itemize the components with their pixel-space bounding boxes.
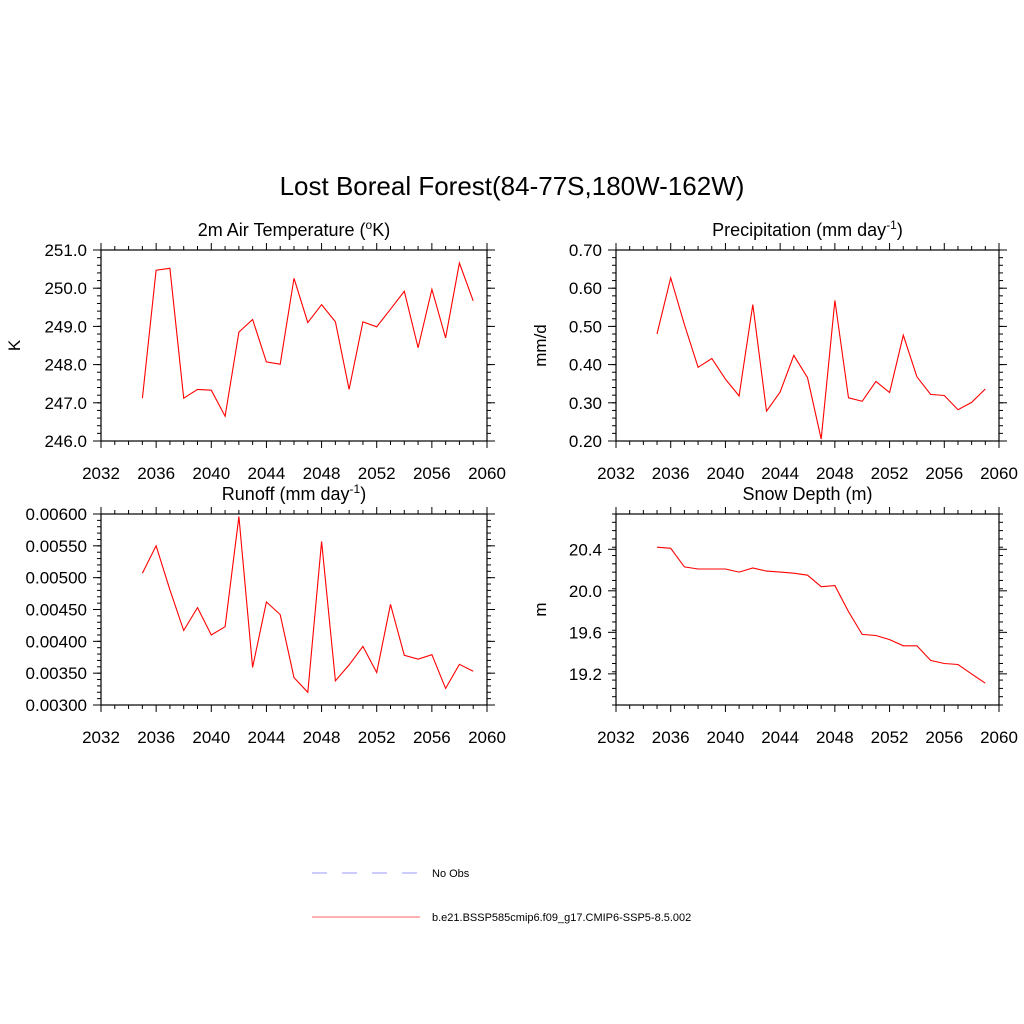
x-tick-label: 2052: [871, 464, 909, 483]
series-line: [656, 275, 986, 440]
x-tick-label: 2032: [82, 464, 120, 483]
series-line: [656, 546, 986, 684]
x-tick-label: 2036: [652, 464, 690, 483]
y-tick-label: 250.0: [44, 279, 87, 298]
y-axis-label: m: [531, 602, 550, 616]
legend-entry-obs: No Obs: [312, 868, 470, 880]
x-tick-label: 2052: [358, 728, 396, 747]
series-line: [141, 260, 474, 418]
y-tick-label: 0.40: [569, 356, 602, 375]
x-tick-label: 2052: [871, 728, 909, 747]
y-axis-label: mm/d: [531, 324, 550, 367]
y-tick-label: 0.00450: [26, 601, 87, 620]
x-tick-label: 2036: [137, 464, 175, 483]
x-tick-label: 2060: [980, 728, 1018, 747]
panel-title-suffix: ): [897, 220, 903, 240]
x-tick-label: 2056: [925, 728, 963, 747]
x-tick-label: 2056: [925, 464, 963, 483]
y-tick-label: 20.4: [569, 540, 602, 559]
panel-snow-depth: Snow Depth (m) 2032 2036 2040 2044 2048 2052 20…: [531, 484, 1018, 747]
y-tick-label: 248.0: [44, 356, 87, 375]
y-tick-label: 0.70: [569, 241, 602, 260]
y-tick-label: 0.50: [569, 317, 602, 336]
legend-entry-model: b.e21.BSSP585cmip6.f09_g17.CMIP6-SSP5-8.…: [312, 912, 691, 924]
x-tick-label: 2048: [303, 464, 341, 483]
y-tick-label: 0.00300: [26, 696, 87, 715]
x-tick-label: 2056: [413, 728, 451, 747]
panel-title: Snow Depth (m): [742, 484, 872, 504]
y-tick-label: 251.0: [44, 241, 87, 260]
panel-title-suffix: K): [372, 220, 390, 240]
y-tick-label: 0.00600: [26, 505, 87, 524]
x-tick-label: 2044: [248, 728, 286, 747]
x-tick-label: 2048: [816, 464, 854, 483]
y-tick-label: 249.0: [44, 317, 87, 336]
y-tick-label: 0.30: [569, 394, 602, 413]
x-tick-label: 2060: [468, 464, 506, 483]
x-tick-label: 2032: [597, 464, 635, 483]
panel-precipitation: Precipitation (mm day-1) 2032 2036 2040 2044…: [531, 218, 1018, 483]
panel-title-superscript: -1: [886, 218, 897, 232]
panel-title-suffix: ): [360, 484, 366, 504]
y-tick-label: 19.2: [569, 665, 602, 684]
panel-title: 2m Air Temperature (oK): [198, 218, 390, 240]
y-tick-label: 247.0: [44, 394, 87, 413]
x-tick-label: 2048: [303, 728, 341, 747]
y-tick-label: 0.00550: [26, 537, 87, 556]
panel-air-temperature: 2m Air Temperature (oK) 2032 2036 2040 2044 2…: [5, 218, 506, 483]
y-tick-label: 246.0: [44, 432, 87, 451]
x-tick-label: 2040: [707, 464, 745, 483]
y-tick-label: 0.60: [569, 279, 602, 298]
y-tick-label: 0.00350: [26, 664, 87, 683]
x-tick-label: 2048: [816, 728, 854, 747]
legend: No Obs b.e21.BSSP585cmip6.f09_g17.CMIP6-…: [312, 868, 691, 924]
panel-title-superscript: -1: [350, 482, 361, 496]
panel-title-text: 2m Air Temperature (: [198, 220, 366, 240]
x-tick-label: 2040: [192, 464, 230, 483]
panel-runoff: Runoff (mm day-1) 2032 2036 2040 2044 2048 205…: [26, 482, 506, 747]
x-tick-label: 2060: [468, 728, 506, 747]
y-tick-label: 0.20: [569, 432, 602, 451]
x-tick-label: 2044: [761, 464, 799, 483]
x-tick-label: 2036: [137, 728, 175, 747]
x-tick-label: 2044: [248, 464, 286, 483]
y-tick-label: 19.6: [569, 623, 602, 642]
panel-title-superscript: o: [366, 218, 373, 232]
panel-title: Precipitation (mm day-1): [712, 218, 903, 240]
series-line: [141, 516, 474, 694]
panel-title-text: Snow Depth (m): [742, 484, 872, 504]
y-tick-label: 0.00400: [26, 632, 87, 651]
legend-label-model: b.e21.BSSP585cmip6.f09_g17.CMIP6-SSP5-8.…: [432, 912, 691, 924]
x-tick-label: 2044: [761, 728, 799, 747]
x-tick-label: 2040: [192, 728, 230, 747]
y-tick-label: 20.0: [569, 582, 602, 601]
x-tick-label: 2036: [652, 728, 690, 747]
x-tick-label: 2056: [413, 464, 451, 483]
x-tick-label: 2032: [597, 728, 635, 747]
panel-title-text: Runoff (mm day: [222, 484, 350, 504]
panel-title: Runoff (mm day-1): [222, 482, 366, 504]
x-tick-label: 2060: [980, 464, 1018, 483]
x-tick-label: 2052: [358, 464, 396, 483]
x-tick-label: 2040: [707, 728, 745, 747]
panel-title-text: Precipitation (mm day: [712, 220, 886, 240]
y-tick-label: 0.00500: [26, 569, 87, 588]
legend-label-obs: No Obs: [432, 868, 470, 880]
y-axis-label: K: [5, 339, 24, 351]
figure-title: Lost Boreal Forest(84-77S,180W-162W): [280, 171, 745, 201]
x-tick-label: 2032: [82, 728, 120, 747]
